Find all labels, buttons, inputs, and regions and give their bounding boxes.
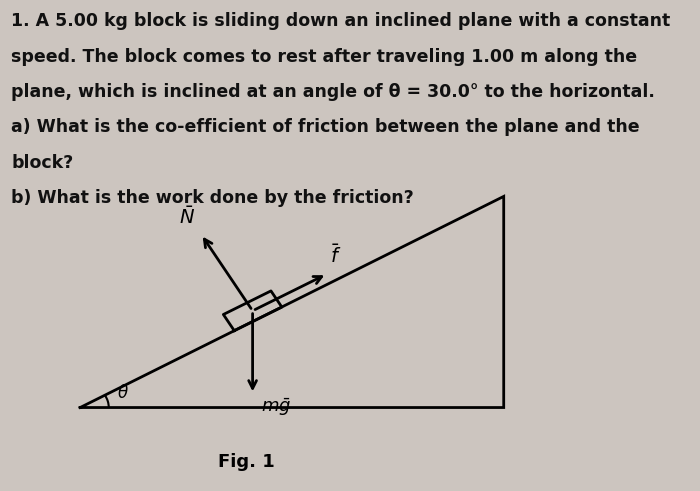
- Text: Fig. 1: Fig. 1: [218, 453, 274, 471]
- Text: b) What is the work done by the friction?: b) What is the work done by the friction…: [11, 189, 414, 207]
- Text: 1. A 5.00 kg block is sliding down an inclined plane with a constant: 1. A 5.00 kg block is sliding down an in…: [11, 12, 671, 30]
- Text: $\bar{N}$: $\bar{N}$: [179, 206, 195, 228]
- Text: $\bar{f}$: $\bar{f}$: [330, 244, 341, 267]
- Text: plane, which is inclined at an angle of θ = 30.0° to the horizontal.: plane, which is inclined at an angle of …: [11, 83, 655, 101]
- Text: a) What is the co-efficient of friction between the plane and the: a) What is the co-efficient of friction …: [11, 118, 640, 136]
- Text: block?: block?: [11, 154, 74, 172]
- Text: $m\bar{g}$: $m\bar{g}$: [261, 397, 291, 418]
- Text: speed. The block comes to rest after traveling 1.00 m along the: speed. The block comes to rest after tra…: [11, 48, 638, 66]
- Text: $\theta$: $\theta$: [118, 383, 130, 402]
